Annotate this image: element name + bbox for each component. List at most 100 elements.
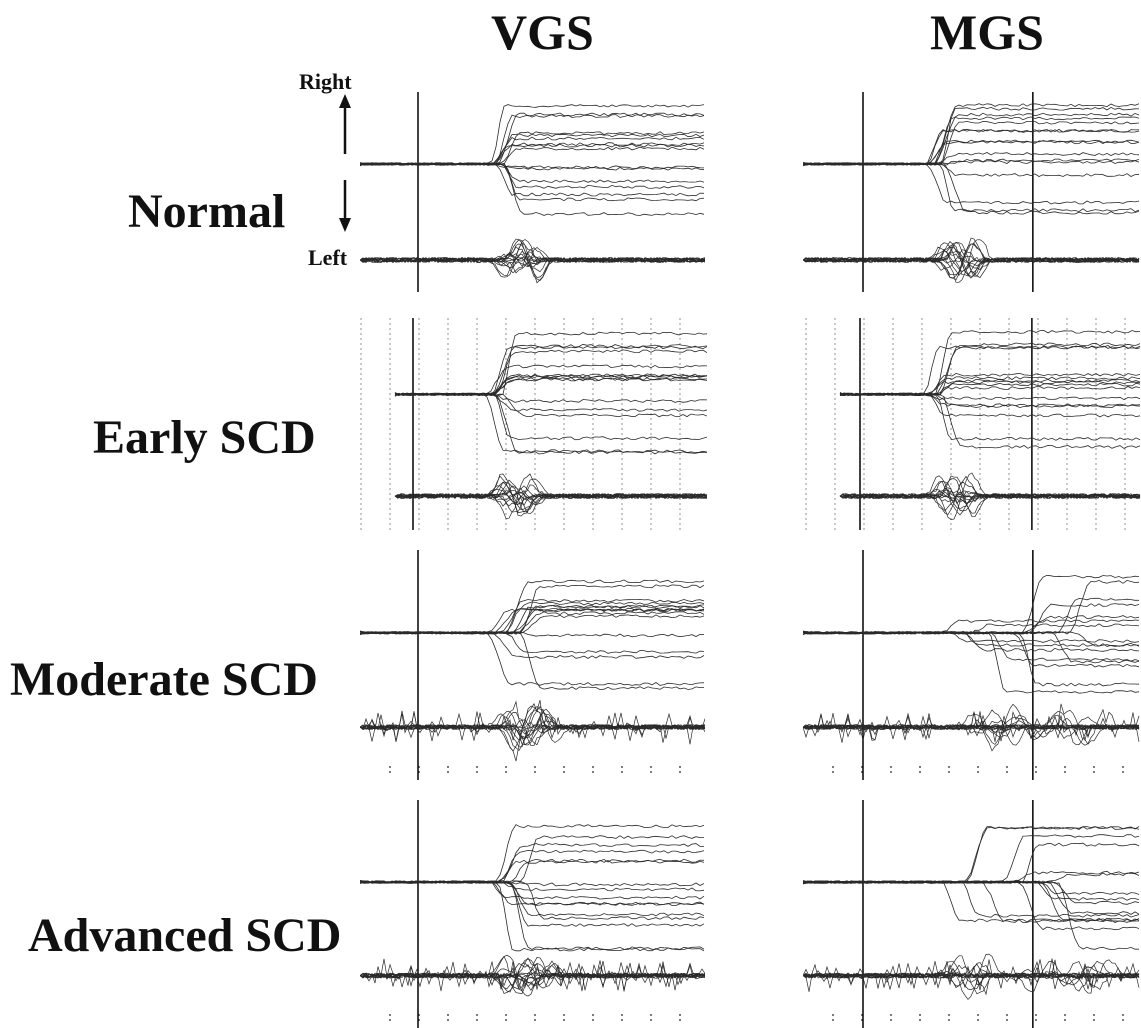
- velocity-trace: [803, 958, 1140, 989]
- position-trace: [803, 880, 1140, 918]
- position-trace: [360, 114, 705, 166]
- position-trace: [360, 880, 705, 917]
- velocity-trace: [394, 490, 707, 501]
- direction-label-right: Right: [299, 69, 352, 94]
- position-trace: [394, 392, 707, 418]
- velocity-trace: [803, 703, 1140, 745]
- position-trace: [394, 349, 707, 396]
- velocity-trace: [394, 481, 707, 513]
- velocity-trace: [360, 962, 705, 991]
- position-trace: [839, 392, 1141, 441]
- position-trace: [394, 392, 707, 412]
- position-trace: [803, 162, 1140, 205]
- panel-early-scd-mgs: [805, 318, 1141, 530]
- position-trace: [803, 631, 1140, 664]
- row-label-early-scd: Early SCD: [93, 411, 316, 464]
- position-trace: [803, 162, 1140, 215]
- velocity-trace: [360, 962, 705, 988]
- position-trace: [360, 631, 705, 686]
- position-trace: [394, 373, 707, 396]
- velocity-trace: [394, 475, 707, 514]
- velocity-trace: [360, 708, 705, 745]
- velocity-trace: [803, 719, 1140, 735]
- position-trace: [360, 880, 705, 906]
- velocity-trace: [360, 713, 705, 741]
- position-trace: [839, 372, 1141, 396]
- panel-normal-vgs: [360, 92, 705, 292]
- position-trace: [803, 120, 1140, 166]
- panel-normal-mgs: [803, 92, 1140, 292]
- position-trace: [360, 859, 705, 884]
- panel-moderate-scd-mgs: [803, 550, 1140, 780]
- column-title-vgs: VGS: [491, 4, 594, 60]
- position-trace: [803, 128, 1140, 166]
- panel-early-scd-vgs: [360, 318, 707, 530]
- velocity-trace: [839, 475, 1141, 515]
- position-trace: [360, 835, 705, 884]
- position-trace: [394, 345, 707, 396]
- position-trace: [360, 631, 705, 654]
- position-trace: [839, 392, 1141, 408]
- velocity-trace: [360, 239, 705, 284]
- position-trace: [360, 133, 705, 166]
- direction-arrows: [339, 94, 351, 232]
- position-trace: [803, 162, 1140, 213]
- position-trace: [360, 584, 705, 635]
- velocity-trace: [839, 493, 1141, 500]
- position-trace: [394, 331, 707, 397]
- position-trace: [803, 880, 1140, 931]
- row-label-advanced-scd: Advanced SCD: [28, 909, 342, 962]
- position-trace: [360, 143, 705, 166]
- position-trace: [803, 615, 1140, 635]
- panel-advanced-scd-vgs: [360, 800, 705, 1028]
- velocity-trace: [803, 703, 1140, 752]
- velocity-trace: [360, 239, 705, 278]
- arrow-down-icon: [339, 180, 351, 232]
- position-trace: [360, 611, 705, 635]
- velocity-trace: [803, 242, 1140, 277]
- position-trace: [803, 106, 1140, 166]
- position-trace: [360, 849, 705, 884]
- position-trace: [360, 162, 705, 216]
- position-trace: [803, 880, 1140, 905]
- position-trace: [803, 880, 1140, 901]
- position-trace: [803, 603, 1140, 636]
- position-trace: [360, 631, 705, 691]
- velocity-trace: [360, 717, 705, 742]
- position-trace: [360, 146, 705, 166]
- velocity-trace: [803, 714, 1140, 742]
- row-label-normal: Normal: [128, 185, 286, 238]
- position-trace: [803, 112, 1140, 167]
- position-trace: [360, 104, 705, 166]
- velocity-trace: [360, 253, 705, 267]
- position-trace: [360, 112, 705, 166]
- position-trace: [360, 614, 705, 635]
- position-trace: [360, 880, 705, 951]
- arrow-up-icon: [339, 94, 351, 154]
- column-title-mgs: MGS: [930, 4, 1044, 60]
- position-trace: [360, 162, 705, 184]
- position-trace: [803, 152, 1140, 166]
- position-trace: [803, 116, 1140, 166]
- velocity-trace: [360, 962, 705, 992]
- position-trace: [360, 136, 705, 167]
- position-trace: [803, 631, 1140, 662]
- velocity-trace: [360, 954, 705, 997]
- position-trace: [394, 377, 707, 396]
- position-trace: [803, 597, 1139, 635]
- panel-moderate-scd-vgs: [360, 550, 705, 780]
- position-trace: [839, 380, 1141, 396]
- velocity-trace: [360, 964, 705, 992]
- position-trace: [360, 880, 705, 927]
- position-trace: [394, 343, 707, 396]
- position-trace: [360, 608, 705, 635]
- row-label-moderate-scd: Moderate SCD: [10, 653, 318, 706]
- panel-advanced-scd-mgs: [803, 800, 1140, 1028]
- position-trace: [360, 579, 705, 635]
- position-trace: [394, 377, 707, 396]
- position-trace: [803, 103, 1140, 167]
- velocity-trace: [803, 960, 1140, 991]
- velocity-trace: [803, 715, 1140, 742]
- velocity-trace: [803, 255, 1140, 264]
- direction-label-left: Left: [308, 245, 348, 270]
